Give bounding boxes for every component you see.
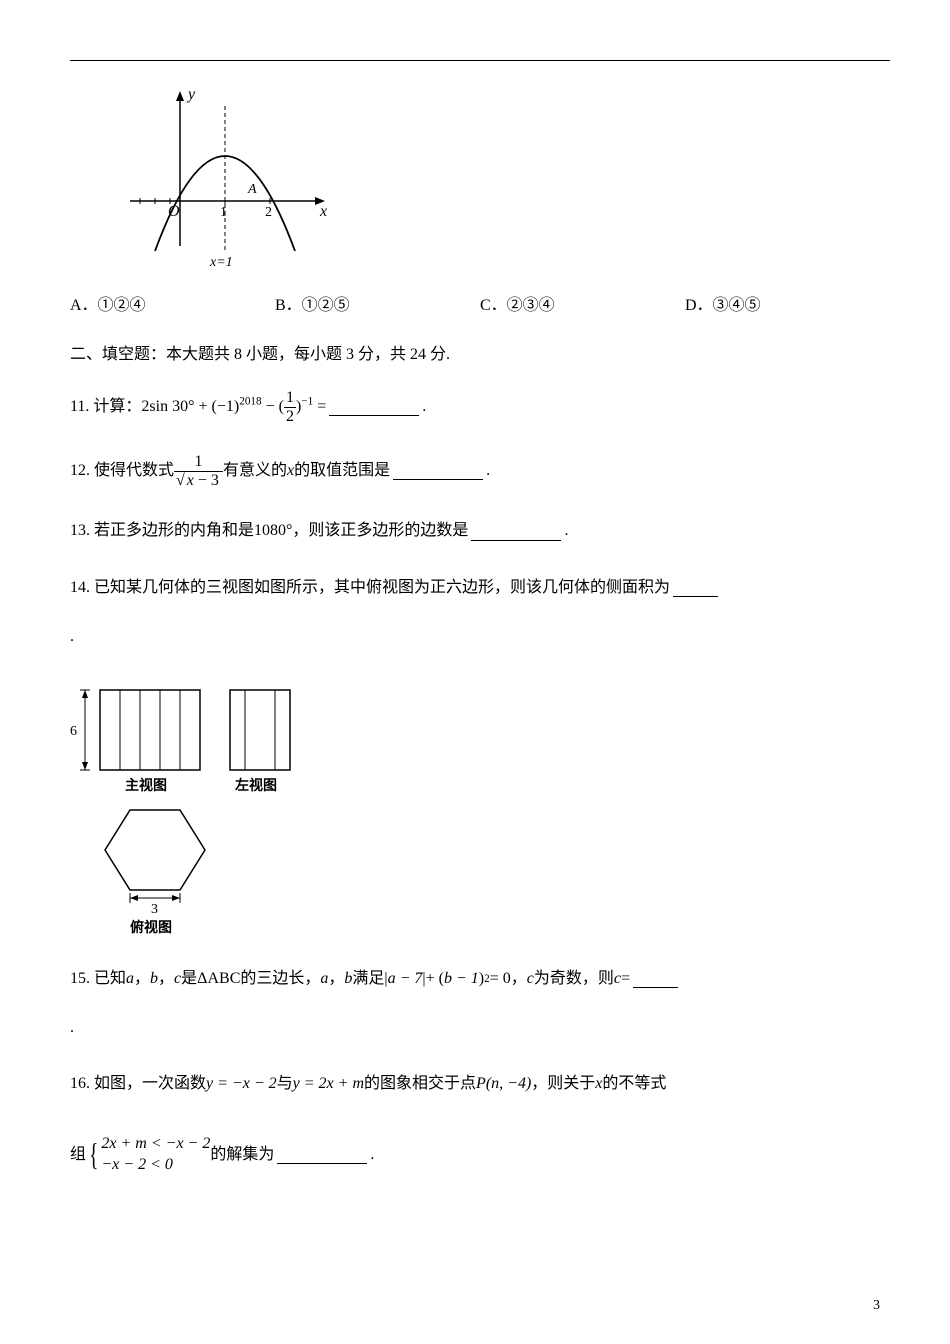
q12: 12. 使得代数式 1 √x − 3 有意义的 x 的取值范围是 .: [70, 453, 890, 489]
q12-suffix: .: [486, 457, 490, 486]
q16-prefix: 16. 如图，一次函数: [70, 1070, 206, 1099]
q15-is: 是: [181, 965, 197, 994]
q15-mid1: 的三边长，: [240, 965, 320, 994]
q16-blank: [277, 1146, 367, 1164]
q16-and: 与: [277, 1070, 293, 1099]
dim-6: 6: [70, 724, 77, 739]
q16-x: x: [595, 1070, 602, 1099]
q14: 14. 已知某几何体的三视图如图所示，其中俯视图为正六边形，则该几何体的侧面积为…: [70, 574, 890, 652]
q15-c-odd-var: c: [527, 965, 534, 994]
q15-c3: ，: [328, 965, 344, 994]
q15-plus: + (: [426, 965, 444, 994]
axis-sym-label: x=1: [209, 255, 233, 270]
main-view-label: 主视图: [125, 777, 167, 794]
q11-blank: [329, 398, 419, 416]
q12-tail: 的取值范围是: [294, 457, 390, 486]
option-c: C．②③④: [480, 291, 685, 315]
q11-neg1: −1: [217, 398, 234, 415]
q15-mid3: ，: [511, 965, 527, 994]
q15-mid2: 满足: [352, 965, 384, 994]
q11-exp2: −1: [301, 395, 313, 407]
q11-sin-angle: 30: [172, 398, 188, 415]
q15-tri: ΔABC: [197, 965, 240, 994]
q15-c1: ，: [134, 965, 150, 994]
q15-eq: =: [621, 965, 630, 994]
q15-a2: a: [320, 965, 328, 994]
q15-suffix: .: [70, 1014, 890, 1043]
q13-suffix: .: [564, 517, 568, 546]
q15-b2: b: [344, 965, 352, 994]
q13: 13. 若正多边形的内角和是 1080° ，则该正多边形的边数是 .: [70, 517, 890, 546]
q11-sin-func: sin: [149, 398, 168, 415]
q11-frac-num: 1: [284, 389, 296, 408]
x-tick-2: 2: [265, 205, 272, 220]
q13-angle: 1080: [254, 522, 286, 539]
q11-eq: =: [313, 398, 326, 415]
point-a-label: A: [247, 182, 257, 197]
q11-suffix: .: [422, 393, 426, 422]
option-a: A．①②④: [70, 291, 275, 315]
q16-mid2: ，则关于: [531, 1070, 595, 1099]
q16-mid3: 的不等式: [602, 1070, 666, 1099]
option-b: B．①②⑤: [275, 291, 480, 315]
q16: 16. 如图，一次函数 y = −x − 2 与 y = 2x + m 的图象相…: [70, 1070, 890, 1175]
q14-suffix: .: [70, 623, 890, 652]
section-2-heading: 二、填空题：本大题共 8 小题，每小题 3 分，共 24 分.: [70, 340, 890, 364]
y-axis-label: y: [186, 86, 196, 103]
q16-mid1: 的图象相交于点: [364, 1070, 476, 1099]
q11-frac-den: 2: [284, 408, 296, 426]
q13-tail: ，则该正多边形的边数是: [292, 517, 468, 546]
q11: 11. 计算： 2sin 30° + (−1)2018 − (12)−1 = .: [70, 389, 890, 425]
three-view-figure: 6 主视图 左视图 3 俯视图: [65, 680, 890, 945]
q11-prefix: 11. 计算：: [70, 393, 141, 422]
q15-blank: [633, 970, 678, 988]
x-axis-label: x: [319, 203, 327, 220]
top-rule: [70, 60, 890, 61]
q12-var: x: [287, 457, 294, 486]
q15-prefix: 15. 已知: [70, 965, 126, 994]
q15-c2: ，: [158, 965, 174, 994]
q10-options: A．①②④ B．①②⑤ C．②③④ D．③④⑤: [70, 291, 890, 315]
q12-prefix: 12. 使得代数式: [70, 457, 174, 486]
page-number: 3: [873, 1298, 880, 1314]
dim-3: 3: [151, 902, 158, 917]
top-view-label: 俯视图: [130, 919, 172, 936]
q16-tail: 的解集为: [210, 1141, 274, 1170]
q13-blank: [471, 523, 561, 541]
q15-c: c: [174, 965, 181, 994]
q12-blank: [393, 462, 483, 480]
q16-sys-prefix: 组: [70, 1141, 86, 1170]
q16-suffix: .: [370, 1141, 374, 1170]
q15-c-odd: 为奇数，则: [534, 965, 614, 994]
q12-frac-num: 1: [174, 453, 223, 472]
q11-plus1: + (: [195, 398, 217, 415]
q13-prefix: 13. 若正多边形的内角和是: [70, 517, 254, 546]
q15-eq0: = 0: [490, 965, 511, 994]
q14-line1: 14. 已知某几何体的三视图如图所示，其中俯视图为正六边形，则该几何体的侧面积为: [70, 574, 670, 603]
q15-a: a: [126, 965, 134, 994]
x-tick-1: 1: [220, 205, 227, 220]
q15-c2: c: [614, 965, 621, 994]
q12-mid: 有意义的: [223, 457, 287, 486]
q14-blank: [673, 580, 718, 598]
q11-exp1: 2018: [239, 395, 261, 407]
parabola-figure: y x O 1 2 x=1 A: [120, 81, 890, 276]
left-view-label: 左视图: [234, 777, 277, 794]
q11-minus: − (: [262, 398, 284, 415]
q15-b: b: [150, 965, 158, 994]
option-d: D．③④⑤: [685, 291, 890, 315]
q15: 15. 已知 a ， b ， c 是 ΔABC 的三边长， a ， b 满足 |…: [70, 965, 890, 1043]
